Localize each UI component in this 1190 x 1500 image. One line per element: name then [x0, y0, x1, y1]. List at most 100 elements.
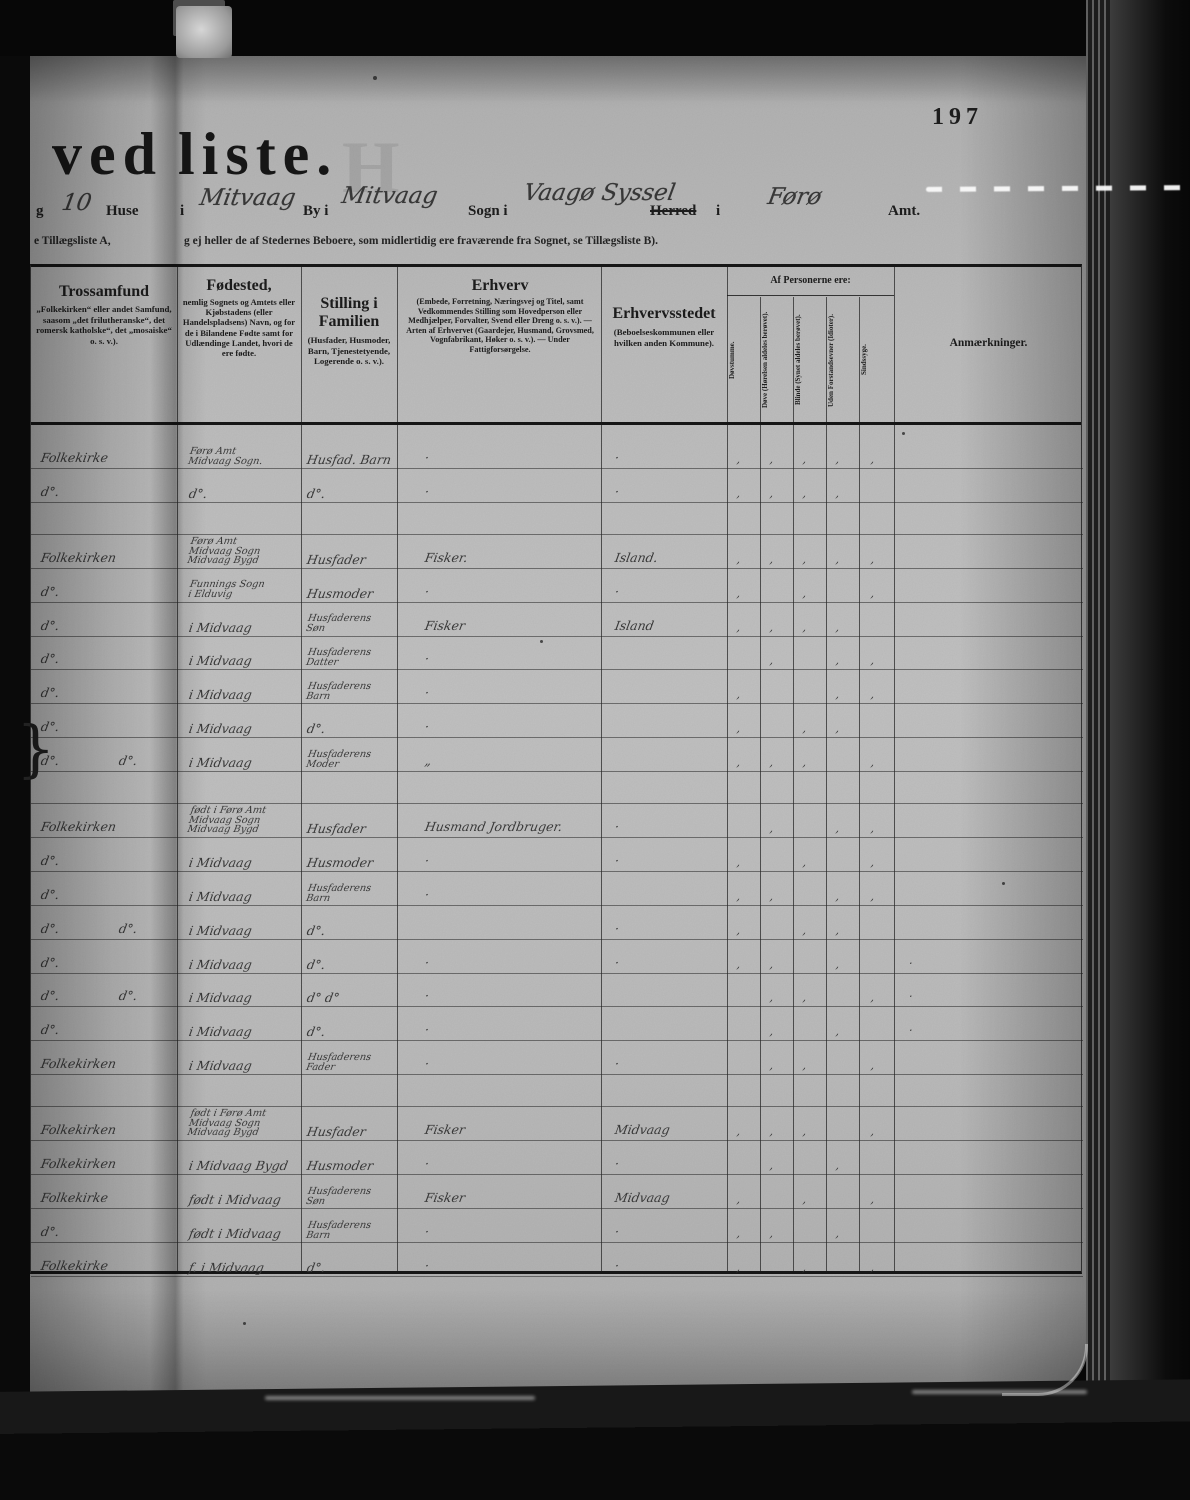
cell-stilling: Husmoder — [305, 585, 375, 601]
cell-trossamfund: Folkekirken — [39, 1056, 118, 1072]
af-personerne-rule — [727, 295, 894, 296]
cell-fodested: d°. — [187, 485, 209, 501]
tick-mark: , — [735, 889, 742, 903]
tape-piece-light — [176, 6, 232, 58]
census-row: d°. i Midvaag Husfaderens Barn ·,,,, — [31, 872, 1083, 906]
header-fodested-body: nemlig Sognets og Amtets eller Kjøbstade… — [182, 297, 296, 359]
cell-stilling: d°. — [305, 956, 327, 972]
cell-fodested: født i Førø Amt Midvaag Sogn Midvaag Bygd — [186, 1108, 267, 1139]
header-stilling-body: (Husfader, Husmoder, Barn, Tjenestetyend… — [307, 335, 391, 366]
tick-mark: , — [735, 1226, 742, 1240]
census-row: d°. født i Midvaag Husfaderens Barn · ·,,, — [31, 1209, 1083, 1243]
tick-mark: , — [801, 1192, 808, 1206]
tick-mark: , — [834, 453, 841, 466]
cell-stilling: Husmoder — [305, 1158, 375, 1174]
census-row: d°. d°. i Midvaag d° d° · ·,,, — [31, 974, 1083, 1008]
tick-mark: , — [735, 923, 742, 937]
cell-erhverv: · — [423, 1156, 431, 1172]
prep-i-1: i — [180, 203, 185, 219]
cell-erhverv: · — [423, 988, 431, 1004]
tick-mark: , — [768, 552, 775, 566]
cell-fodested: i Midvaag — [187, 653, 254, 669]
cell-erhvervssted: · — [613, 1156, 621, 1172]
header-stilling-title: Stilling i Familien — [318, 295, 380, 330]
census-row: Folkekirken i Midvaag Husfaderens Fader · ·,,… — [31, 1041, 1083, 1076]
census-row: d°. i Midvaag d°. · · ·,,, — [31, 940, 1083, 974]
tick-mark: , — [768, 453, 775, 466]
header-erhvervsstedet-title: Erhvervsstedet — [612, 305, 716, 322]
cell-stilling: Husmoder — [305, 854, 375, 870]
tick-mark: , — [768, 822, 775, 836]
cell-stilling: d°. — [305, 1024, 327, 1040]
tick-mark: , — [735, 552, 742, 566]
tick-mark: , — [834, 620, 841, 634]
cell-fodested: i Midvaag — [187, 956, 254, 972]
census-row: Folkekirken født i Førø Amt Midvaag Sogn Mi… — [31, 804, 1083, 839]
cell-fodested: i Midvaag — [187, 990, 254, 1006]
cell-fodested: i Midvaag — [187, 687, 254, 703]
header-erhvervsstedet-body: (Beboelseskommunen eller hvilken anden K… — [613, 327, 715, 348]
cell-trossamfund: d°. — [39, 617, 61, 633]
tick-mark: , — [834, 688, 841, 702]
tick-mark: , — [801, 1125, 808, 1139]
edge-highlight — [912, 1390, 1087, 1394]
header-erhverv: Erhverv (Embede, Forretning, Næringsvej … — [403, 277, 597, 355]
header-dovstumme: Døvstumme. — [728, 341, 736, 379]
tick-mark: , — [801, 552, 808, 566]
cell-stilling: Husfaderens Moder — [305, 748, 373, 770]
group-separator-row — [31, 503, 1083, 535]
cell-erhverv: · — [423, 1257, 431, 1273]
cell-stilling: Husfaderens Søn — [305, 613, 373, 634]
header-uden-forstandsevner: Uden Forstandsevner (Idioter). — [827, 313, 835, 407]
cell-trossamfund-ditto: d°. — [117, 753, 139, 769]
group-separator-row — [31, 1075, 1083, 1108]
tick-mark: , — [768, 957, 775, 971]
header-erhverv-body: (Embede, Forretning, Næringsvej og Titel… — [406, 297, 594, 354]
tick-mark: , — [834, 957, 841, 971]
cell-stilling: d°. — [305, 721, 327, 737]
census-row: d°. i Midvaag Husfaderens Barn ·,,, — [31, 670, 1083, 705]
cell-erhvervssted: · — [613, 450, 621, 465]
census-row: d°. i Midvaag d°. ·,,, — [31, 704, 1083, 739]
cell-fodested: Funnings Sogn i Elduvig — [187, 579, 266, 601]
tick-mark: , — [768, 1125, 775, 1139]
tick-mark: , — [801, 1059, 808, 1073]
tick-mark: , — [834, 1159, 841, 1173]
cell-fodested: født i Midvaag — [187, 1225, 283, 1241]
cell-erhverv: „ — [423, 753, 433, 769]
cell-erhvervssted: Midvaag — [613, 1122, 672, 1138]
cell-fodested: Førø Amt Midvaag Sogn Midvaag Bygd — [186, 536, 262, 567]
cell-erhverv: · — [423, 1223, 431, 1239]
cell-erhverv: Husmand Jordbruger. — [423, 819, 564, 835]
cell-erhvervssted: · — [613, 920, 621, 936]
form-fragment: g — [36, 203, 44, 219]
tick-mark: , — [735, 1192, 742, 1206]
header-dove: Døve (Hørelsen aldeles berøvet). — [761, 311, 769, 409]
tick-mark: , — [869, 822, 876, 836]
ink-speck — [1002, 882, 1005, 885]
cell-trossamfund: Folkekirke — [39, 1257, 110, 1273]
ink-speck — [540, 640, 543, 643]
cell-fodested: født i Førø Amt Midvaag Sogn Midvaag Bygd — [186, 805, 267, 836]
tick-mark: , — [801, 620, 808, 634]
page-title-fragment-left: ved — [52, 121, 163, 187]
tick-mark: , — [869, 889, 876, 903]
census-row: d°. d°. i Midvaag Husfaderens Moder „,,,, — [31, 738, 1083, 773]
edge-highlight — [265, 1396, 535, 1400]
herred-label-struck: Herred — [650, 203, 697, 219]
census-row: d°. d°. i Midvaag d°. ·,,, — [31, 906, 1083, 940]
cell-erhvervssted: Island — [613, 617, 656, 633]
table-body: Folkekirke Førø Amt Midvaag Sogn. Husfad. B… — [31, 425, 1083, 1277]
cell-trossamfund: d°. — [39, 886, 61, 902]
cell-stilling: d° d° — [305, 990, 341, 1006]
tick-mark: , — [768, 486, 775, 500]
header-erhverv-title: Erhverv — [471, 277, 529, 294]
tick-mark: , — [768, 1159, 775, 1173]
cell-stilling: Husfaderens Barn — [305, 681, 373, 702]
census-row: Folkekirke f. i Midvaag d°. · ·,,, — [31, 1243, 1083, 1277]
cell-erhvervssted: · — [613, 1056, 621, 1072]
tick-mark: , — [834, 889, 841, 903]
cell-trossamfund: d°. — [39, 651, 61, 667]
tick-mark: , — [801, 486, 808, 500]
cell-trossamfund: Folkekirken — [39, 819, 118, 835]
